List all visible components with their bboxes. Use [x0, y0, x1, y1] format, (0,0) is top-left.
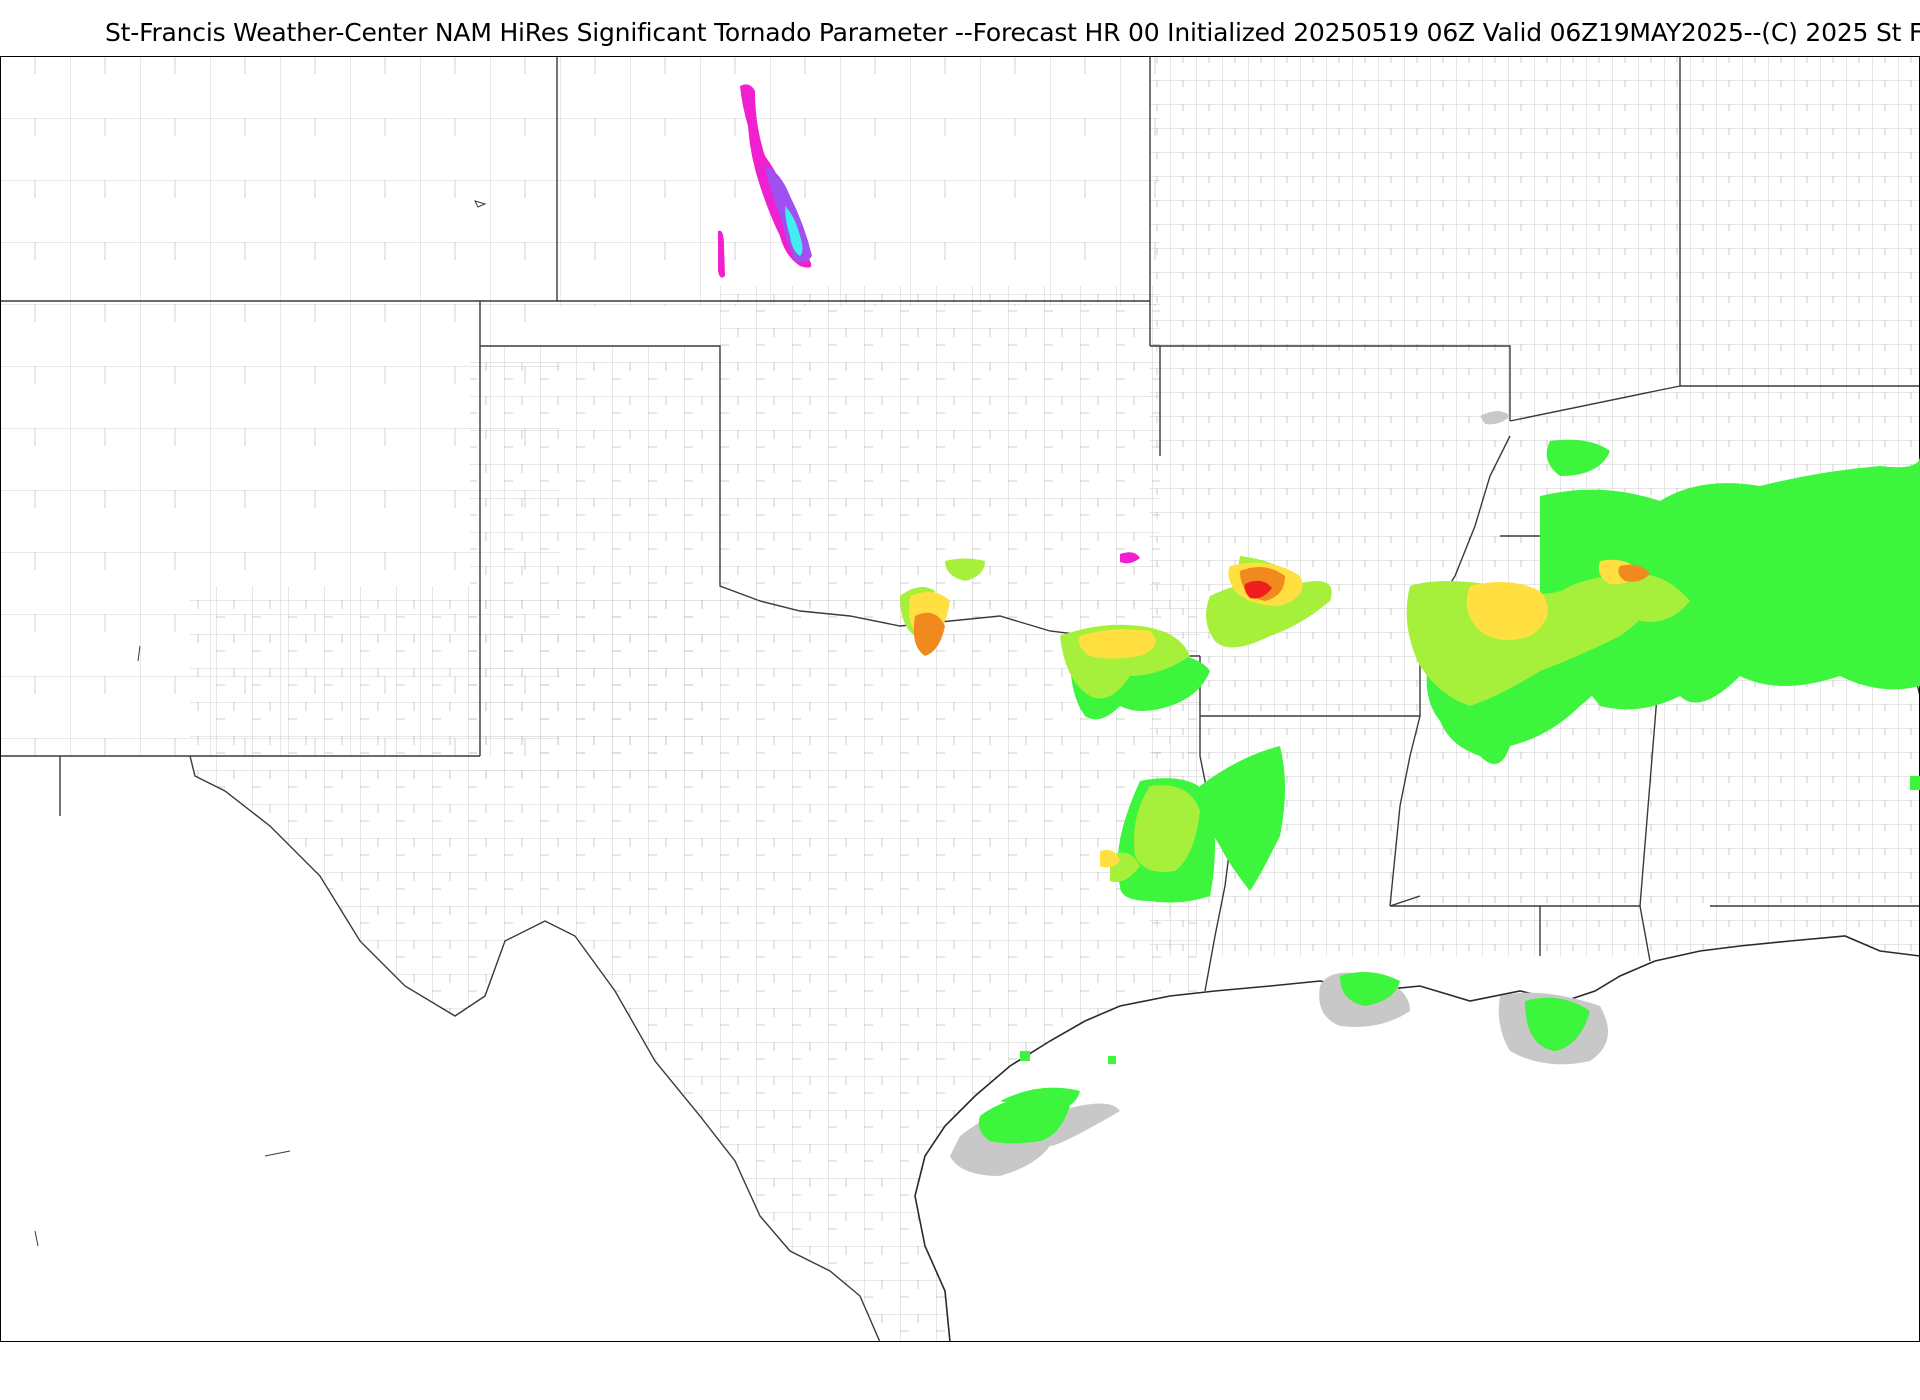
stp-shading [718, 84, 1920, 1176]
map-panel[interactable] [0, 56, 1920, 1342]
minor-features [34, 200, 487, 1247]
map-canvas[interactable] [0, 56, 1920, 1342]
gulf-coastline [914, 935, 1920, 1342]
map-title: St-Francis Weather-Center NAM HiRes Sign… [105, 18, 1920, 47]
mexico-border [189, 755, 881, 1342]
county-lines [0, 56, 1920, 1342]
